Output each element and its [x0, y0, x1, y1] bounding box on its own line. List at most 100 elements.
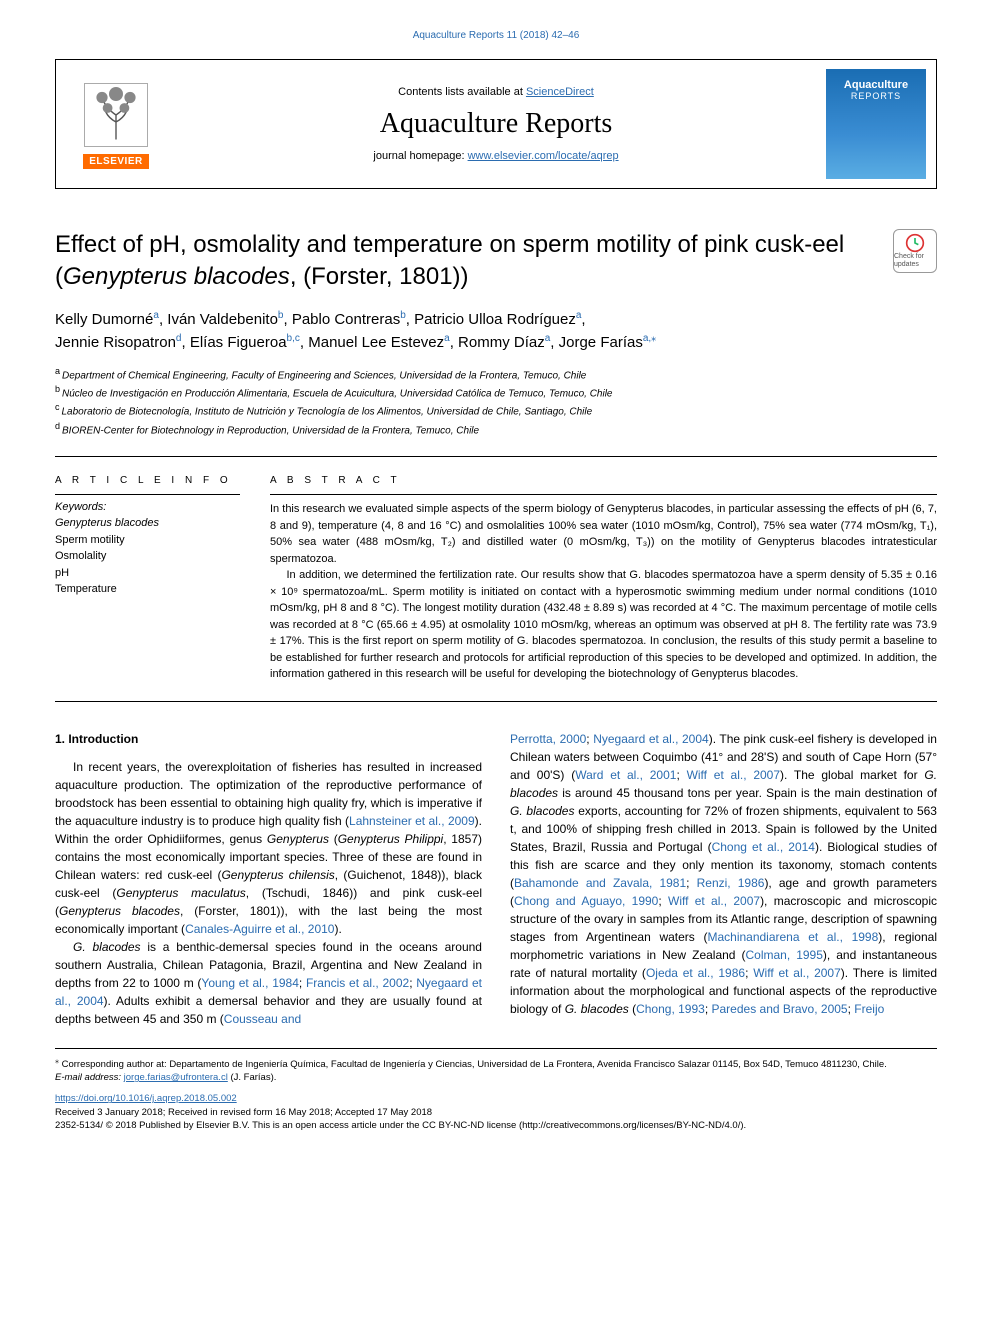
article-info-head: A R T I C L E I N F O — [55, 475, 240, 486]
ref-paredes[interactable]: Paredes and Bravo, 2005 — [712, 1002, 848, 1016]
intro-p1: In recent years, the overexploitation of… — [55, 758, 482, 938]
cover-subtitle: REPORTS — [851, 91, 901, 101]
keyword-2: Sperm motility — [55, 532, 240, 549]
keyword-3: Osmolality — [55, 548, 240, 565]
intro-p2-cont: Perrotta, 2000; Nyegaard et al., 2004 ). … — [510, 730, 937, 1018]
keyword-4: pH — [55, 565, 240, 582]
authors: Kelly Dumornéa, Iván Valdebenitob, Pablo… — [55, 308, 937, 355]
journal-cover: Aquaculture REPORTS — [816, 60, 936, 188]
g-maculatus: Genypterus maculatus — [116, 886, 245, 900]
affil-d: BIOREN-Center for Biotechnology in Repro… — [62, 425, 479, 436]
abstract-head: A B S T R A C T — [270, 475, 937, 486]
abstract: A B S T R A C T In this research we eval… — [270, 475, 937, 683]
author-7: , Manuel Lee Estevez — [300, 334, 444, 351]
email-line: E-mail address: jorge.farias@ufrontera.c… — [55, 1071, 937, 1084]
author-8: , Rommy Díaz — [450, 334, 545, 351]
affil-a: Department of Chemical Engineering, Facu… — [62, 370, 586, 381]
email-link[interactable]: jorge.farias@ufrontera.cl — [124, 1072, 228, 1083]
title-tail: , (Forster, 1801)) — [290, 263, 469, 290]
ref-nyegaard2[interactable]: Nyegaard et al., 2004 — [593, 732, 708, 746]
sciencedirect-link[interactable]: ScienceDirect — [526, 86, 594, 98]
author-4: , Patricio Ulloa Rodríguez — [406, 311, 576, 328]
affil-sup-c: c — [55, 402, 60, 412]
s7: ; — [745, 966, 753, 980]
author-5: Jennie Risopatron — [55, 334, 176, 351]
ref-chong-aguayo[interactable]: Chong and Aguayo, 1990 — [514, 894, 658, 908]
t8: ). — [334, 922, 341, 936]
s6: ; — [658, 894, 668, 908]
ref-francis[interactable]: Francis et al., 2002 — [306, 976, 409, 990]
ref-ojeda[interactable]: Ojeda et al., 1986 — [646, 966, 745, 980]
affil-c: Laboratorio de Biotecnología, Instituto … — [62, 407, 593, 418]
ref-perrotta[interactable]: Perrotta, 2000 — [510, 732, 586, 746]
ref-chong1993[interactable]: Chong, 1993 — [636, 1002, 705, 1016]
affil-link-astar[interactable]: a,⁎ — [643, 333, 656, 344]
body-column-left: 1. Introduction In recent years, the ove… — [55, 730, 482, 1028]
contents-line: Contents lists available at ScienceDirec… — [398, 86, 594, 98]
article-title: Effect of pH, osmolality and temperature… — [55, 229, 878, 294]
ref-young[interactable]: Young et al., 1984 — [201, 976, 298, 990]
affil-sup-d: d — [55, 421, 60, 431]
affil-sup-b: b — [55, 384, 60, 394]
divider-bottom — [55, 701, 937, 702]
author-2: , Iván Valdebenito — [159, 311, 278, 328]
abstract-p2: In addition, we determined the fertiliza… — [270, 567, 937, 683]
t12: ). The global market for — [780, 768, 924, 782]
ref-ward[interactable]: Ward et al., 2001 — [575, 768, 676, 782]
g-chilensis: Genypterus chilensis — [221, 868, 334, 882]
ref-machinandiarena[interactable]: Machinandiarena et al., 1998 — [707, 930, 878, 944]
ref-wiff3[interactable]: Wiff et al., 2007 — [753, 966, 841, 980]
keywords-list: Genypterus blacodes Sperm motility Osmol… — [55, 515, 240, 598]
contents-prefix: Contents lists available at — [398, 86, 526, 98]
elsevier-logo: ELSEVIER — [56, 60, 176, 188]
comma1: , — [581, 311, 585, 328]
affiliations: aDepartment of Chemical Engineering, Fac… — [55, 365, 937, 438]
doi-block: https://doi.org/10.1016/j.aqrep.2018.05.… — [55, 1092, 937, 1132]
corr-text: Corresponding author at: Departamento de… — [59, 1059, 887, 1070]
ref-wiff2[interactable]: Wiff et al., 2007 — [668, 894, 760, 908]
ref-bahamonde[interactable]: Bahamonde and Zavala, 1981 — [514, 876, 686, 890]
email-label: E-mail address: — [55, 1072, 124, 1083]
affil-sup-a: a — [55, 366, 60, 376]
updates-icon — [905, 233, 925, 253]
ref-canales[interactable]: Canales-Aguirre et al., 2010 — [185, 922, 334, 936]
license-line: 2352-5134/ © 2018 Published by Elsevier … — [55, 1119, 937, 1132]
body-column-right: Perrotta, 2000; Nyegaard et al., 2004 ). … — [510, 730, 937, 1028]
g-blacodes: Genypterus blacodes — [59, 904, 180, 918]
cover-thumbnail: Aquaculture REPORTS — [826, 69, 926, 179]
journal-header-box: ELSEVIER Contents lists available at Sci… — [55, 59, 937, 189]
cover-title: Aquaculture — [844, 79, 908, 91]
author-6: , Elías Figueroa — [181, 334, 286, 351]
keywords-label: Keywords: — [55, 501, 240, 513]
g-blac-4: G. blacodes — [565, 1002, 629, 1016]
s8: ; — [705, 1002, 712, 1016]
ref-cousseau[interactable]: Cousseau and — [224, 1012, 301, 1026]
check-updates-badge[interactable]: Check for updates — [893, 229, 937, 273]
doi-link[interactable]: https://doi.org/10.1016/j.aqrep.2018.05.… — [55, 1093, 237, 1104]
updates-label: Check for updates — [894, 253, 936, 268]
author-1: Kelly Dumorné — [55, 311, 153, 328]
s4: ; — [676, 768, 686, 782]
affil-link-bc[interactable]: b,c — [287, 333, 300, 344]
ref-colman[interactable]: Colman, 1995 — [746, 948, 823, 962]
t13: is around 45 thousand tons per year. Spa… — [558, 786, 937, 800]
homepage-prefix: journal homepage: — [373, 150, 467, 162]
intro-p2: G. blacodes is a benthic-demersal specie… — [55, 938, 482, 1028]
genus: Genypterus — [267, 832, 329, 846]
ref-lahnsteiner[interactable]: Lahnsteiner et al., 2009 — [349, 814, 475, 828]
received-line: Received 3 January 2018; Received in rev… — [55, 1106, 937, 1119]
footnote-rule — [55, 1048, 937, 1049]
ref-freijo[interactable]: Freijo — [854, 1002, 884, 1016]
info-rule — [55, 494, 240, 495]
genus-full: Genypterus Philippi — [338, 832, 443, 846]
homepage-link[interactable]: www.elsevier.com/locate/aqrep — [468, 150, 619, 162]
ref-wiff[interactable]: Wiff et al., 2007 — [687, 768, 780, 782]
journal-center: Contents lists available at ScienceDirec… — [176, 60, 816, 188]
article-info: A R T I C L E I N F O Keywords: Genypter… — [55, 475, 240, 683]
homepage-line: journal homepage: www.elsevier.com/locat… — [373, 150, 618, 162]
author-9: , Jorge Farías — [550, 334, 643, 351]
footnotes: ⁎ Corresponding author at: Departamento … — [55, 1055, 937, 1085]
abstract-p1: In this research we evaluated simple asp… — [270, 501, 937, 567]
ref-chong2014[interactable]: Chong et al., 2014 — [712, 840, 815, 854]
ref-renzi[interactable]: Renzi, 1986 — [697, 876, 765, 890]
